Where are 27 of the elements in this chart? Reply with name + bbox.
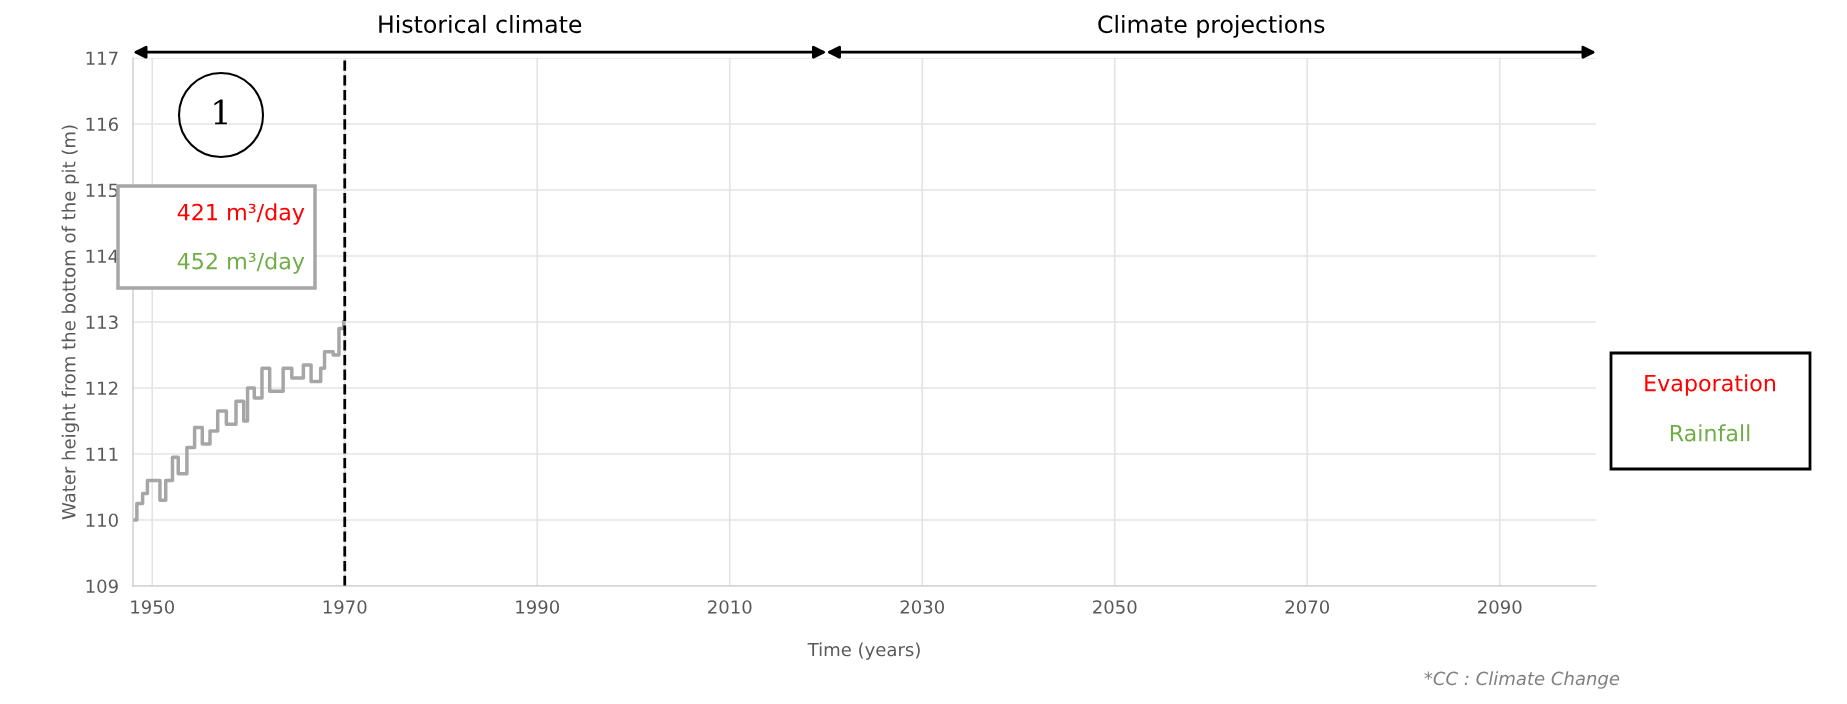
text: Historical climate xyxy=(379,14,582,34)
x-tick-label: 1950 xyxy=(131,600,175,614)
y-axis-title: Water height from the bottom of the pit (m) xyxy=(61,125,80,520)
y-tick-label: 112 xyxy=(86,381,118,395)
x-tick-label: 2070 xyxy=(1285,600,1330,614)
text: *CC : Climate Change xyxy=(1424,671,1620,689)
y-tick-label: 113 xyxy=(86,315,118,330)
annotation: 1 xyxy=(214,99,227,125)
annotation: 452 m³/day xyxy=(177,252,305,274)
text: Climate projections xyxy=(1098,14,1325,38)
y-tick-label: 109 xyxy=(86,579,118,594)
x-tick-label: 2050 xyxy=(1093,600,1137,614)
x-tick-label: 1970 xyxy=(323,600,367,614)
y-tick-label: 115 xyxy=(86,183,118,198)
annotation: 421 m³/day xyxy=(177,203,305,225)
x-tick-label: 1990 xyxy=(516,600,560,614)
x-tick-label: 2030 xyxy=(900,600,945,614)
y-tick-label: 110 xyxy=(86,513,118,528)
x-axis-title: Time (years) xyxy=(807,642,920,660)
text: Evaporation xyxy=(1645,374,1776,396)
x-tick-label: 2010 xyxy=(708,600,752,614)
y-tick-label: 111 xyxy=(86,447,118,461)
y-tick-label: 117 xyxy=(86,51,118,65)
text: Rainfall xyxy=(1670,424,1750,442)
x-tick-label: 2090 xyxy=(1478,600,1522,614)
y-tick-label: 114 xyxy=(86,249,119,263)
y-tick-label: 116 xyxy=(86,117,118,132)
